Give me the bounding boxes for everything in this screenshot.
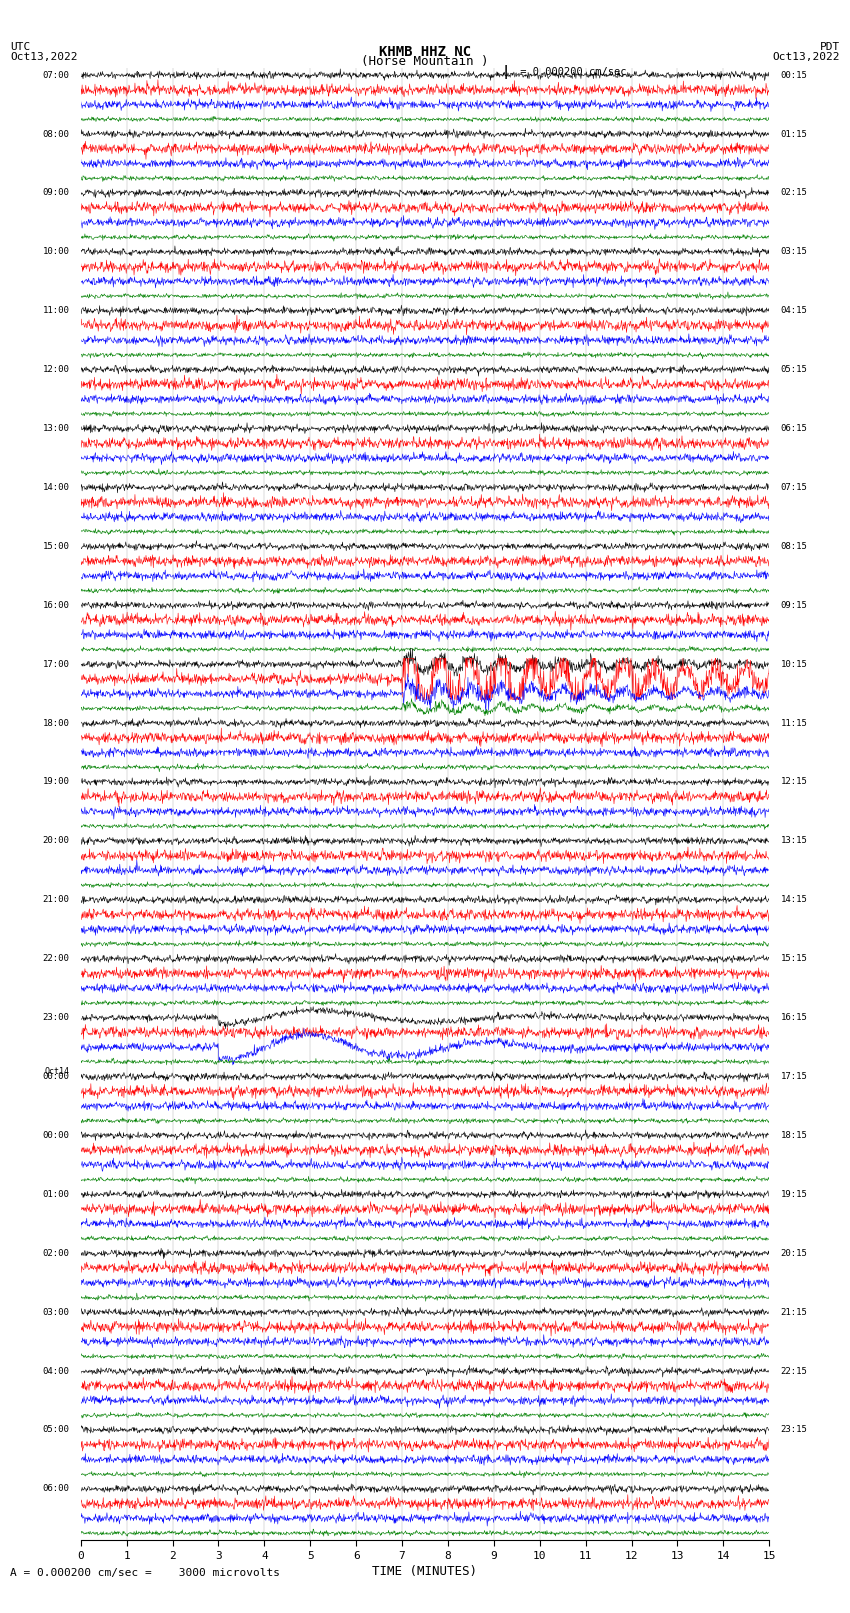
Text: 14:00: 14:00: [42, 482, 70, 492]
Text: 05:00: 05:00: [42, 1426, 70, 1434]
Text: 23:15: 23:15: [780, 1426, 808, 1434]
Text: 17:00: 17:00: [42, 660, 70, 669]
Text: 08:15: 08:15: [780, 542, 808, 552]
Text: 17:15: 17:15: [780, 1073, 808, 1081]
Text: 22:00: 22:00: [42, 955, 70, 963]
Text: 04:15: 04:15: [780, 306, 808, 315]
Text: 01:15: 01:15: [780, 129, 808, 139]
Text: 21:00: 21:00: [42, 895, 70, 905]
Text: 13:15: 13:15: [780, 837, 808, 845]
Text: 03:15: 03:15: [780, 247, 808, 256]
Text: 19:00: 19:00: [42, 777, 70, 787]
Text: 00:00: 00:00: [42, 1073, 70, 1081]
Text: 12:15: 12:15: [780, 777, 808, 787]
Text: 18:15: 18:15: [780, 1131, 808, 1140]
Text: 00:00: 00:00: [42, 1131, 70, 1140]
Text: Oct13,2022: Oct13,2022: [773, 52, 840, 61]
Text: 01:00: 01:00: [42, 1190, 70, 1198]
Text: 11:00: 11:00: [42, 306, 70, 315]
Text: 05:15: 05:15: [780, 365, 808, 374]
Text: Oct13,2022: Oct13,2022: [10, 52, 77, 61]
Text: (Horse Mountain ): (Horse Mountain ): [361, 55, 489, 68]
Text: 09:15: 09:15: [780, 600, 808, 610]
Text: 06:00: 06:00: [42, 1484, 70, 1494]
Text: 15:15: 15:15: [780, 955, 808, 963]
Text: 10:00: 10:00: [42, 247, 70, 256]
Text: 07:15: 07:15: [780, 482, 808, 492]
Text: 14:15: 14:15: [780, 895, 808, 905]
Text: 23:00: 23:00: [42, 1013, 70, 1023]
Text: 20:00: 20:00: [42, 837, 70, 845]
Text: 18:00: 18:00: [42, 718, 70, 727]
Text: 19:15: 19:15: [780, 1190, 808, 1198]
Text: 13:00: 13:00: [42, 424, 70, 432]
Text: 20:15: 20:15: [780, 1248, 808, 1258]
Text: 21:15: 21:15: [780, 1308, 808, 1316]
X-axis label: TIME (MINUTES): TIME (MINUTES): [372, 1565, 478, 1578]
Text: 16:00: 16:00: [42, 600, 70, 610]
Text: 08:00: 08:00: [42, 129, 70, 139]
Text: Oct14: Oct14: [44, 1066, 70, 1076]
Text: = 0.000200 cm/sec: = 0.000200 cm/sec: [514, 66, 626, 77]
Text: UTC: UTC: [10, 42, 31, 52]
Text: 22:15: 22:15: [780, 1366, 808, 1376]
Text: 11:15: 11:15: [780, 718, 808, 727]
Text: 15:00: 15:00: [42, 542, 70, 552]
Text: 09:00: 09:00: [42, 189, 70, 197]
Text: 03:00: 03:00: [42, 1308, 70, 1316]
Text: KHMB HHZ NC: KHMB HHZ NC: [379, 45, 471, 60]
Text: PDT: PDT: [819, 42, 840, 52]
Text: |: |: [502, 65, 510, 79]
Text: 07:00: 07:00: [42, 71, 70, 79]
Text: 02:00: 02:00: [42, 1248, 70, 1258]
Text: 16:15: 16:15: [780, 1013, 808, 1023]
Text: 02:15: 02:15: [780, 189, 808, 197]
Text: 10:15: 10:15: [780, 660, 808, 669]
Text: 12:00: 12:00: [42, 365, 70, 374]
Text: 06:15: 06:15: [780, 424, 808, 432]
Text: 00:15: 00:15: [780, 71, 808, 79]
Text: A = 0.000200 cm/sec =    3000 microvolts: A = 0.000200 cm/sec = 3000 microvolts: [10, 1568, 280, 1578]
Text: 04:00: 04:00: [42, 1366, 70, 1376]
